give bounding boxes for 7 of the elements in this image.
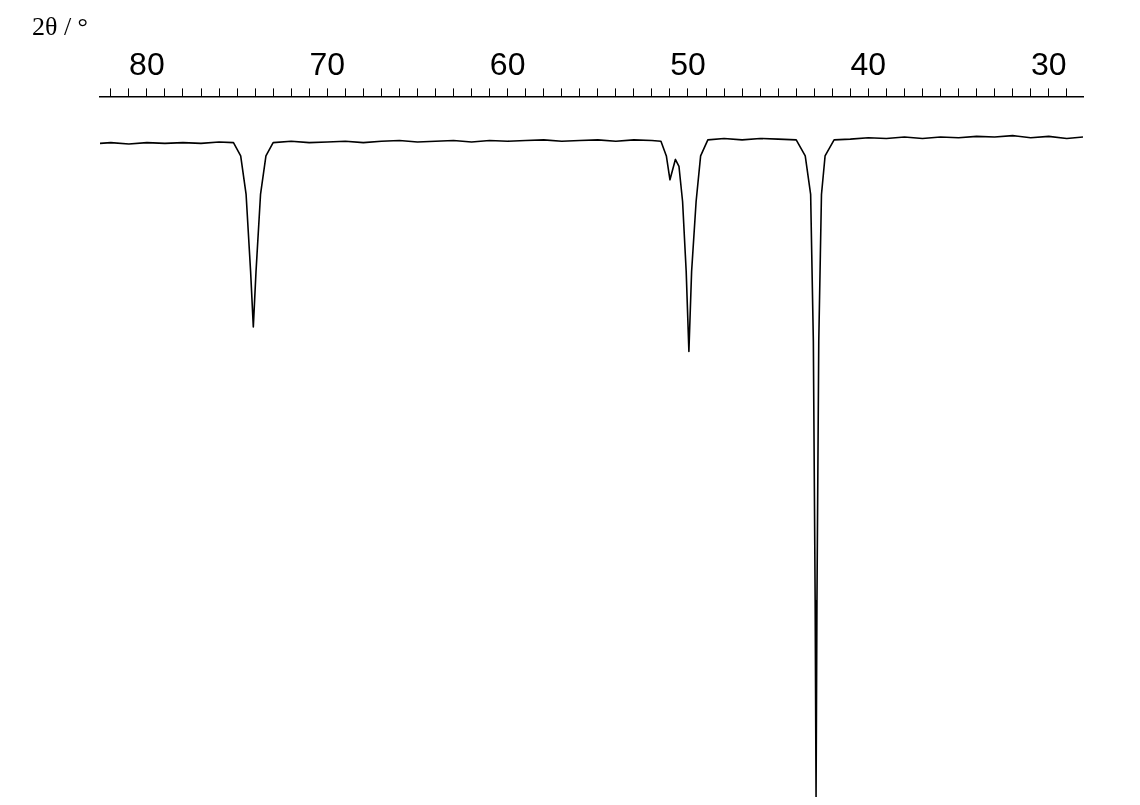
x-axis-title: 2θ / ° [31, 12, 88, 42]
x-tick-label: 30 [1030, 46, 1067, 83]
x-tick-label: 40 [850, 46, 887, 83]
x-tick-label: 70 [309, 46, 346, 83]
x-tick-label: 50 [670, 46, 706, 83]
x-tick-label: 80 [129, 46, 165, 83]
x-tick-label: 60 [489, 46, 526, 83]
